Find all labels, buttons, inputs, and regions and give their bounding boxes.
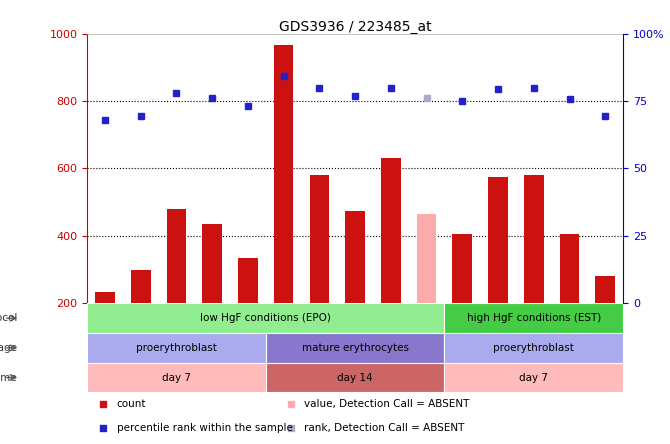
Text: day 14: day 14: [337, 373, 373, 383]
Bar: [345, 210, 365, 303]
Text: day 7: day 7: [162, 373, 191, 383]
Bar: [131, 270, 151, 303]
Bar: [95, 292, 115, 303]
Text: mature erythrocytes: mature erythrocytes: [302, 343, 409, 353]
Text: GDS3936 / 223485_at: GDS3936 / 223485_at: [279, 20, 431, 35]
Text: percentile rank within the sample: percentile rank within the sample: [117, 423, 293, 433]
Text: proerythroblast: proerythroblast: [493, 343, 574, 353]
Bar: [444, 363, 623, 392]
Bar: [444, 303, 623, 333]
Bar: [202, 224, 222, 303]
Bar: [417, 214, 436, 303]
Text: growth protocol: growth protocol: [0, 313, 17, 323]
Bar: [274, 45, 293, 303]
Bar: [238, 258, 258, 303]
Text: rank, Detection Call = ABSENT: rank, Detection Call = ABSENT: [304, 423, 464, 433]
Bar: [87, 363, 266, 392]
Bar: [452, 234, 472, 303]
Text: time: time: [0, 373, 17, 383]
Bar: [266, 333, 444, 363]
Bar: [381, 159, 401, 303]
Text: development stage: development stage: [0, 343, 17, 353]
Bar: [524, 175, 543, 303]
Text: day 7: day 7: [519, 373, 548, 383]
Bar: [167, 209, 186, 303]
Bar: [596, 276, 615, 303]
Bar: [310, 175, 329, 303]
Text: value, Detection Call = ABSENT: value, Detection Call = ABSENT: [304, 399, 470, 409]
Text: proerythroblast: proerythroblast: [136, 343, 217, 353]
Bar: [266, 363, 444, 392]
Bar: [559, 234, 580, 303]
Bar: [87, 333, 266, 363]
Bar: [87, 303, 444, 333]
Bar: [444, 333, 623, 363]
Bar: [488, 177, 508, 303]
Text: low HgF conditions (EPO): low HgF conditions (EPO): [200, 313, 331, 323]
Text: high HgF conditions (EST): high HgF conditions (EST): [466, 313, 601, 323]
Text: count: count: [117, 399, 146, 409]
